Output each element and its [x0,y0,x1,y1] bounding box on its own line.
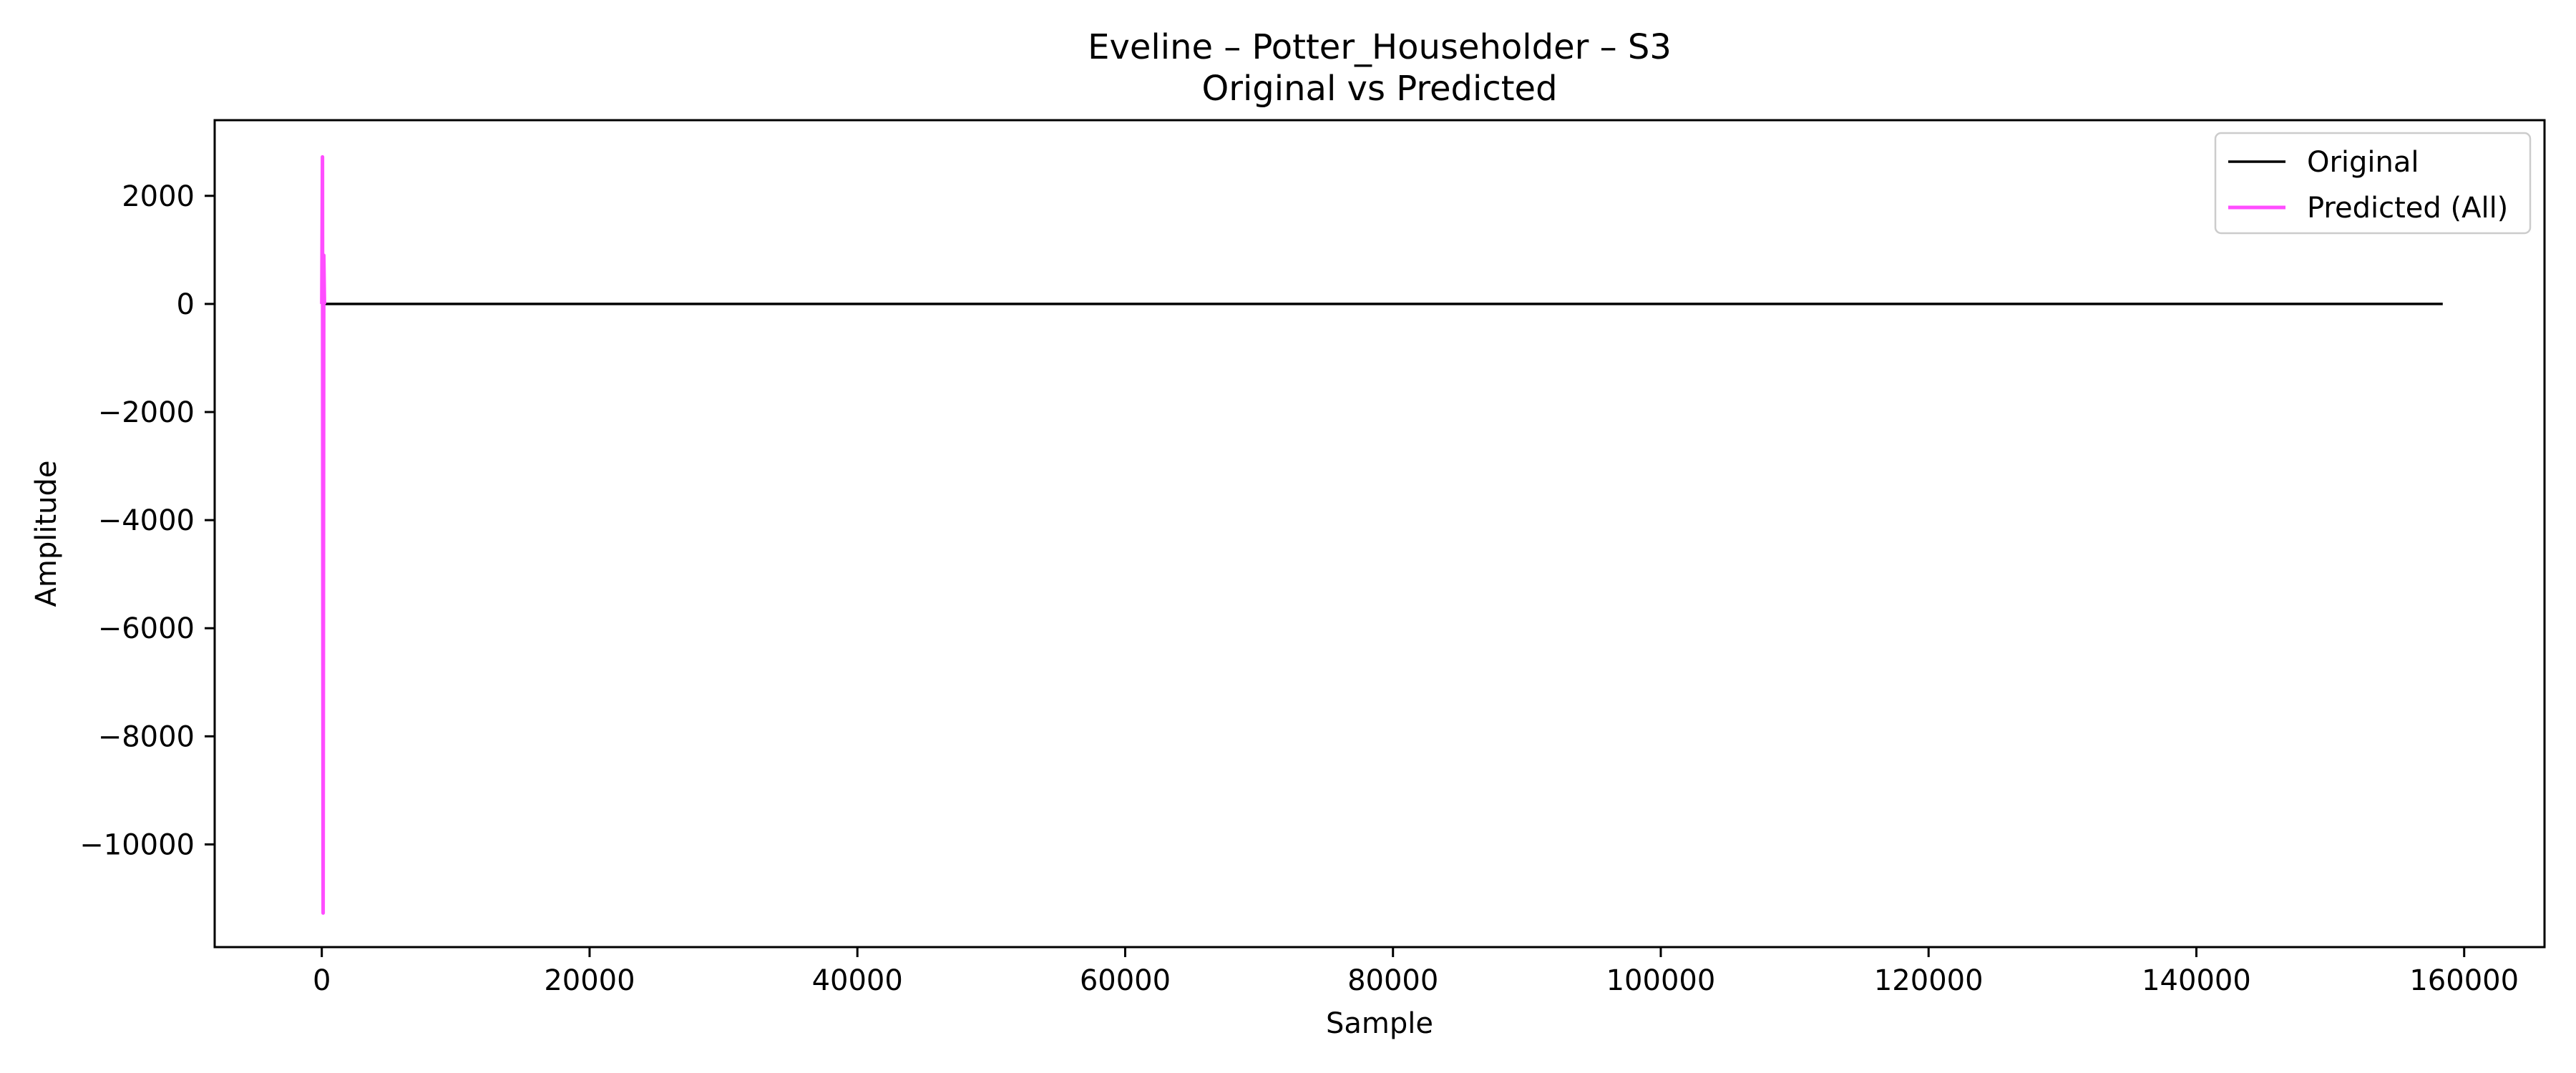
plot-frame [213,119,2546,949]
x-tick-label: 20000 [544,964,635,997]
y-tick-label: −2000 [98,396,195,429]
y-tick-label: −10000 [79,828,195,861]
legend-label: Original [2307,146,2419,179]
x-tick-label: 140000 [2142,964,2251,997]
x-tick-label: 0 [313,964,331,997]
x-tick-label: 120000 [1874,964,1984,997]
x-tick-label: 60000 [1080,964,1171,997]
y-axis-label: Amplitude [30,461,63,607]
y-tick-label: −6000 [98,612,195,645]
series-line-predicted [320,155,326,915]
plot-area [320,155,2443,915]
chart-title: Eveline – Potter_Householder – S3 [1088,27,1672,67]
legend-box [2214,132,2532,235]
chart-subtitle: Original vs Predicted [1201,69,1557,109]
y-tick-label: −4000 [98,504,195,537]
y-tick-label: −8000 [98,720,195,753]
y-tick-label: 0 [177,288,195,321]
x-tick-label: 160000 [2409,964,2519,997]
axes: 0 20000 40000 60000 80000 100000 120000 140000 1… [79,119,2546,997]
legend-label: Predicted (All) [2307,192,2508,225]
x-tick-label: 40000 [812,964,903,997]
x-axis-label: Sample [1326,1007,1433,1040]
x-tick-label: 100000 [1606,964,1716,997]
x-tick-label: 80000 [1347,964,1438,997]
y-tick-label: 2000 [122,180,195,213]
legend: Original Predicted (All) [2214,132,2532,235]
